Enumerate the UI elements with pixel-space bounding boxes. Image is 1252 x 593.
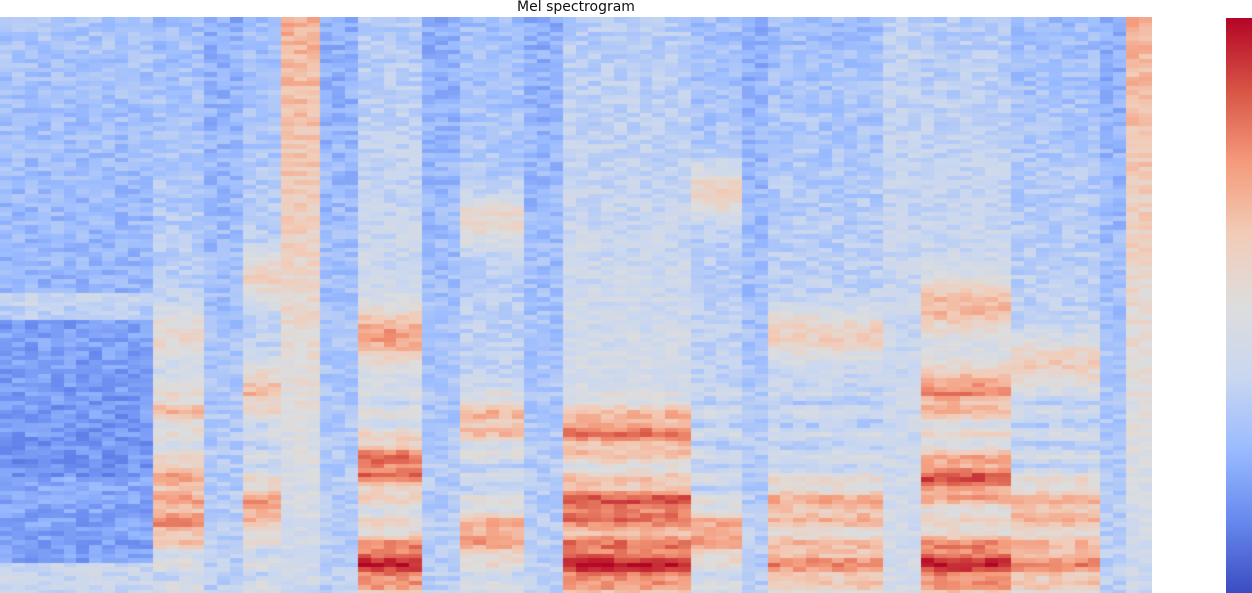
colorbar-gradient [1226,18,1252,593]
spectrogram-heatmap [0,17,1152,593]
chart-title: Mel spectrogram [517,0,635,15]
colorbar [1226,18,1252,593]
